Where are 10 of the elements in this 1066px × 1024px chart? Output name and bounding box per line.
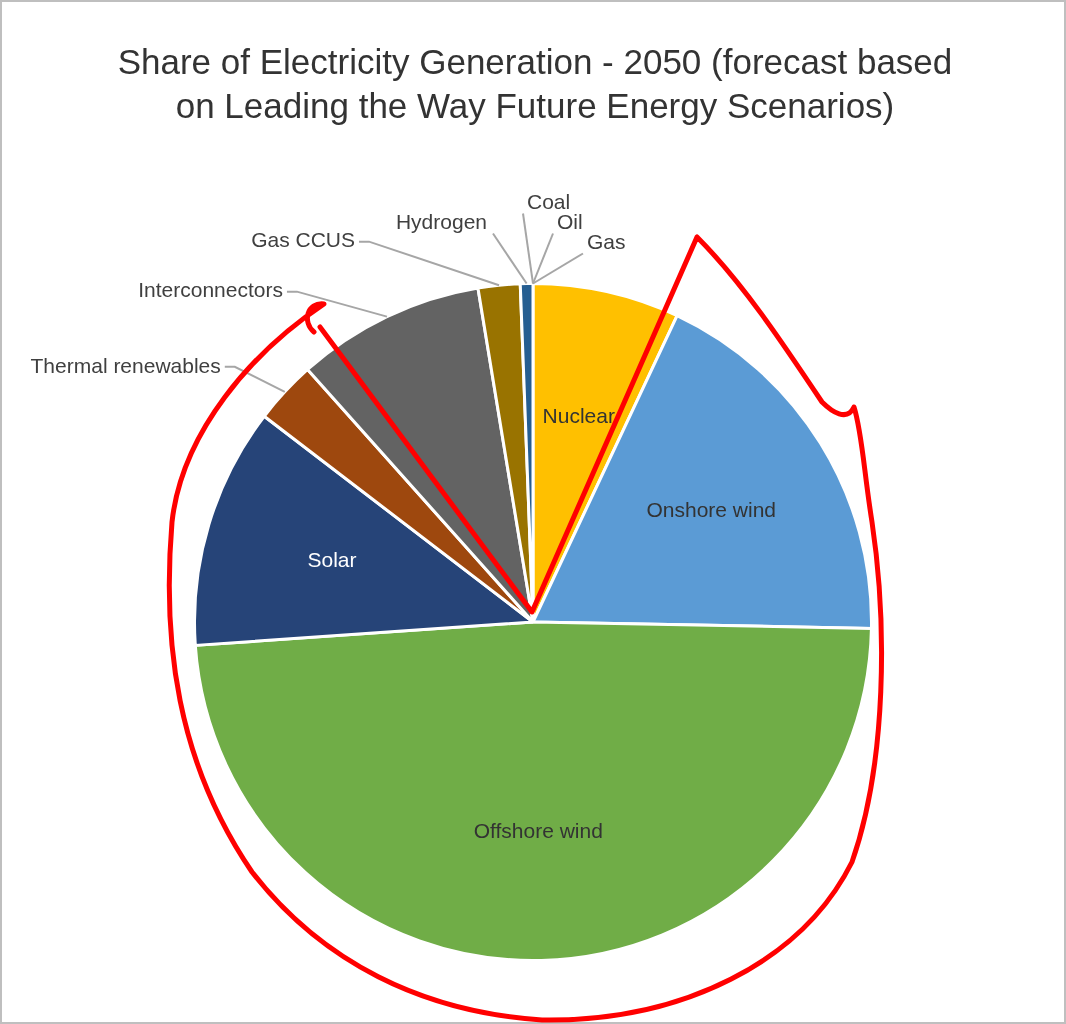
slice-label: Solar [307, 548, 357, 572]
slice-label: Onshore wind [646, 498, 777, 522]
chart-title: Share of Electricity Generation - 2050 (forecast based on Leading the Way Future Energy Scenarios) [116, 41, 954, 127]
category-label: Gas [587, 230, 626, 254]
slice-label: Gas CCUS [251, 228, 356, 252]
slice-label: Thermal renewables [30, 353, 221, 377]
slice-label: Nuclear [542, 403, 615, 427]
slice-label: Offshore wind [473, 818, 603, 842]
slice-label: Hydrogen [395, 210, 487, 234]
slice-label: Interconnectors [138, 278, 283, 302]
